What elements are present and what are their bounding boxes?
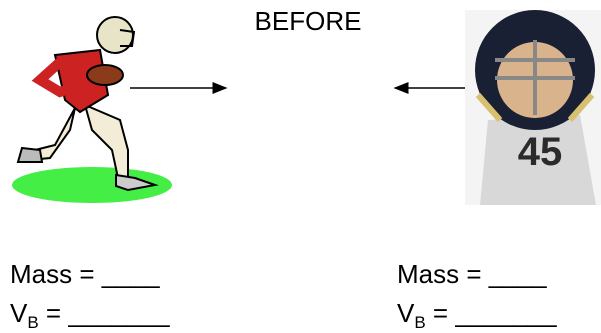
- mass-label: Mass = ____: [10, 259, 160, 289]
- running-player: [12, 17, 172, 203]
- velocity-blank: = _______: [39, 298, 170, 328]
- velocity-label: VB = _______: [10, 298, 170, 332]
- velocity-symbol: V: [397, 298, 415, 328]
- velocity-blank: = _______: [426, 298, 557, 328]
- worksheet: BEFORE 45 Mass = ____ VB = _______ Mass …: [0, 0, 601, 333]
- velocity-symbol: V: [10, 298, 28, 328]
- svg-text:45: 45: [518, 130, 563, 174]
- mass-label: Mass = ____: [397, 259, 547, 289]
- velocity-subscript: B: [414, 313, 425, 332]
- player-photo: 45: [465, 10, 601, 205]
- velocity-label: VB = _______: [397, 298, 557, 332]
- title: BEFORE: [255, 6, 362, 36]
- velocity-subscript: B: [27, 313, 38, 332]
